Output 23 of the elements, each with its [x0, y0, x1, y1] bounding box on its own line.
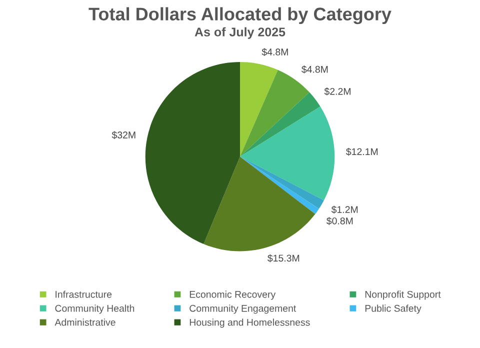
data-label: $1.2M — [331, 206, 358, 214]
pie-slice — [145, 62, 240, 244]
legend-label: Economic Recovery — [190, 290, 276, 300]
data-label: $4.8M — [302, 66, 328, 74]
pie-slice — [240, 92, 320, 157]
data-label: $12.1M — [346, 148, 378, 156]
pie-slice — [240, 106, 335, 200]
data-label: $32M — [112, 131, 136, 139]
data-label: $0.8M — [326, 217, 353, 225]
legend-label: Community Health — [55, 304, 134, 314]
chart-title: Total Dollars Allocated by Category — [88, 7, 392, 24]
data-label: $2.2M — [324, 88, 350, 96]
data-label: $4.8M — [262, 48, 288, 56]
pie-slice — [204, 156, 316, 252]
legend-label: Housing and Homelessness — [190, 318, 310, 328]
legend-label: Infrastructure — [56, 290, 112, 298]
pie-slice — [240, 62, 278, 157]
legend-label: Community Engagement — [190, 304, 296, 314]
chart-subtitle: As of July 2025 — [194, 27, 286, 39]
legend-label: Administrative — [54, 318, 116, 326]
legend-label: Nonprofit Support — [365, 290, 441, 300]
data-label: $15.3M — [268, 254, 300, 262]
legend-label: Public Safety — [365, 304, 422, 314]
